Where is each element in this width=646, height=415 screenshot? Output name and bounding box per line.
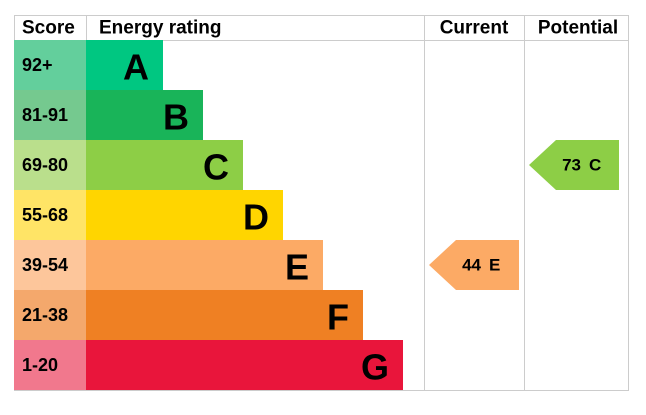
potential-arrow: [529, 140, 619, 190]
potential-rating: C: [589, 156, 601, 175]
rating-bar: [86, 290, 363, 340]
score-cell: [14, 340, 86, 390]
current-rating: E: [489, 256, 500, 275]
score-cell: [14, 240, 86, 290]
rating-bar: [86, 40, 163, 90]
score-range: 92+: [22, 55, 53, 75]
header-rating: Energy rating: [99, 18, 221, 39]
rating-letter: B: [163, 97, 189, 138]
score-range: 39-54: [22, 255, 68, 275]
rating-letter: A: [123, 47, 149, 88]
rating-letter: G: [361, 347, 389, 388]
header-potential: Potential: [538, 18, 618, 39]
header-current: Current: [440, 18, 509, 39]
score-range: 21-38: [22, 305, 68, 325]
rating-letter: F: [327, 297, 349, 338]
rating-letter: D: [243, 197, 269, 238]
score-range: 81-91: [22, 105, 68, 125]
current-score: 44: [462, 256, 481, 275]
rating-letter: C: [203, 147, 229, 188]
score-cell: [14, 290, 86, 340]
score-range: 55-68: [22, 205, 68, 225]
potential-score: 73: [562, 156, 581, 175]
rating-bar: [86, 90, 203, 140]
score-range: 1-20: [22, 355, 58, 375]
rating-bar: [86, 240, 323, 290]
header-score: Score: [22, 18, 75, 39]
score-range: 69-80: [22, 155, 68, 175]
score-cell: [14, 140, 86, 190]
rating-bar: [86, 140, 243, 190]
current-arrow: [429, 240, 519, 290]
rating-bar: [86, 340, 403, 390]
score-cell: [14, 40, 86, 90]
rating-bar: [86, 190, 283, 240]
score-cell: [14, 90, 86, 140]
score-cell: [14, 190, 86, 240]
rating-letter: E: [285, 247, 309, 288]
